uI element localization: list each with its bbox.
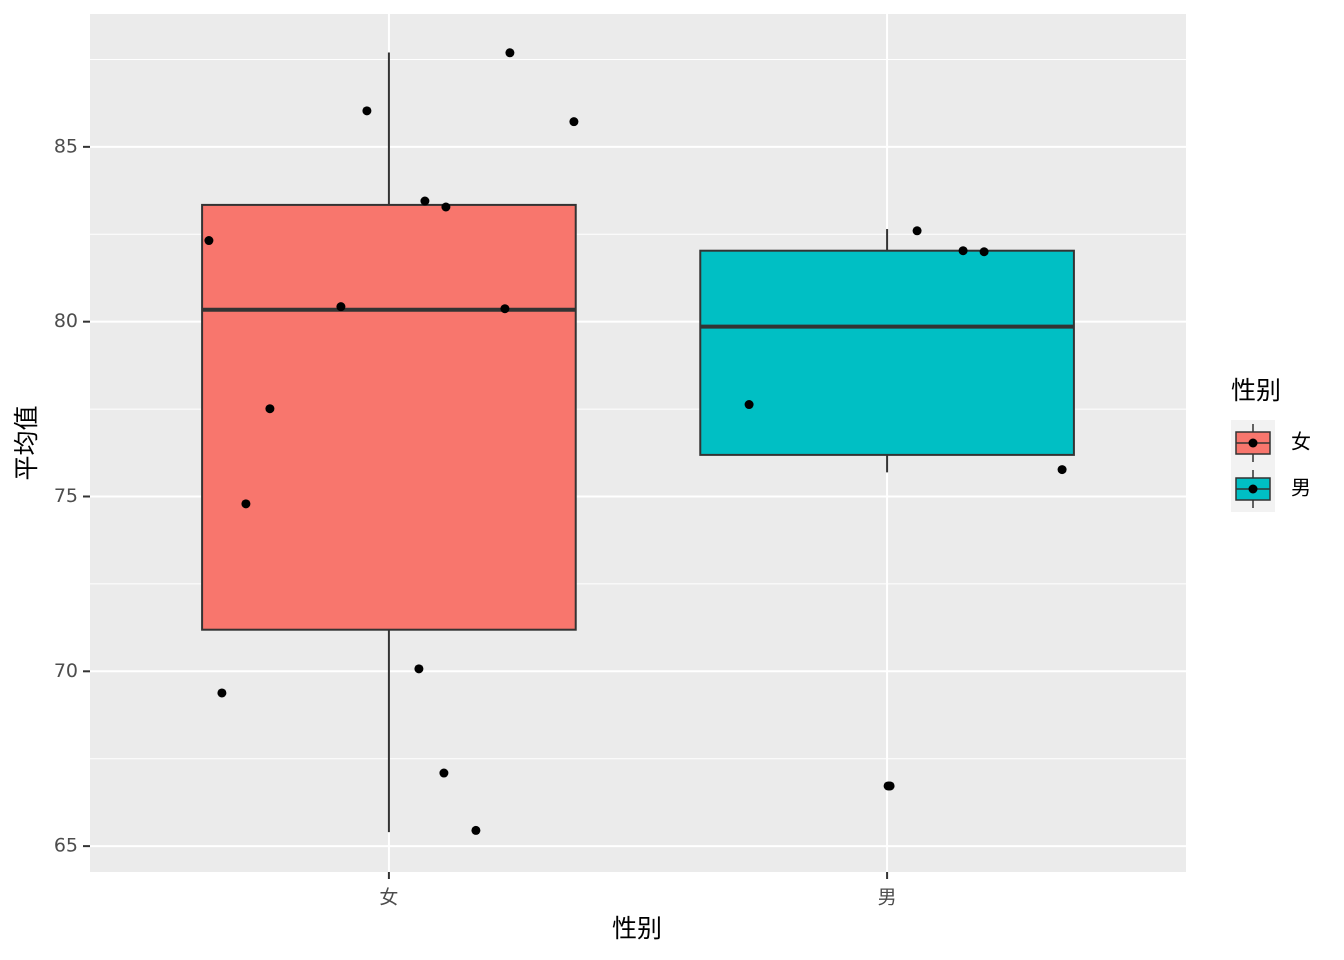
x-axis-title: 性别 — [612, 914, 662, 943]
point — [958, 246, 968, 256]
legend-title: 性别 — [1231, 376, 1281, 405]
point — [744, 400, 754, 410]
legend-key-point — [1248, 484, 1258, 494]
legend-label: 女 — [1291, 430, 1311, 454]
point — [500, 304, 510, 314]
point — [265, 404, 275, 414]
point — [217, 688, 227, 698]
box — [699, 249, 1075, 456]
point — [505, 48, 515, 58]
point — [414, 664, 424, 674]
point — [204, 236, 214, 246]
point — [420, 196, 430, 206]
point — [336, 302, 346, 312]
point — [912, 226, 922, 236]
point — [439, 768, 449, 778]
x-tick-label: 男 — [878, 887, 897, 909]
point — [441, 202, 451, 212]
legend-key-point — [1248, 438, 1258, 448]
point — [241, 499, 251, 509]
point — [569, 117, 579, 127]
x-tick-label: 女 — [379, 887, 398, 909]
y-tick-label: 70 — [54, 660, 78, 682]
y-tick-label: 80 — [54, 310, 78, 332]
y-tick-label: 65 — [54, 835, 78, 857]
y-tick-label: 75 — [54, 485, 78, 507]
point — [885, 781, 895, 791]
point — [1057, 465, 1067, 475]
y-axis-title: 平均值 — [12, 405, 41, 480]
point — [979, 247, 989, 257]
point — [362, 106, 372, 116]
y-tick-label: 85 — [54, 135, 78, 157]
point — [471, 825, 481, 835]
legend-label: 男 — [1291, 476, 1311, 500]
box — [201, 203, 577, 631]
